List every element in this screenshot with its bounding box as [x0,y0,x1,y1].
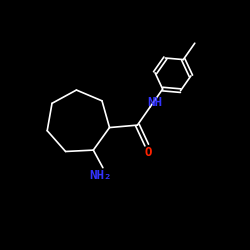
Text: NH₂: NH₂ [90,169,112,182]
Text: O: O [145,146,152,158]
Text: NH: NH [148,96,162,108]
